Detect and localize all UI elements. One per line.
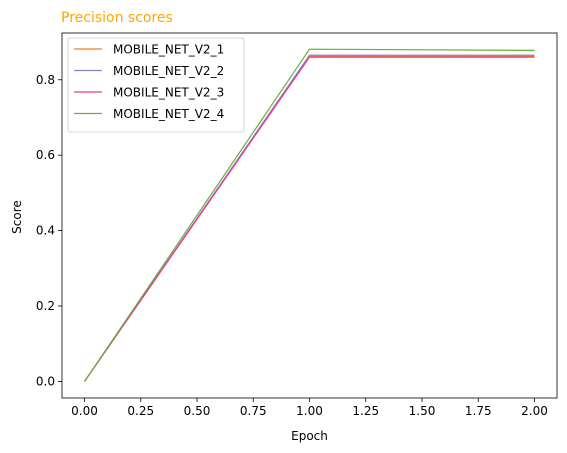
x-tick-label: 2.00 <box>521 404 548 418</box>
legend-label-4: MOBILE_NET_V2_4 <box>113 107 224 121</box>
legend-label-1: MOBILE_NET_V2_1 <box>113 43 224 57</box>
y-tick-label: 0.2 <box>36 299 55 313</box>
legend-label-3: MOBILE_NET_V2_3 <box>113 86 224 100</box>
series-line-4 <box>84 48 535 382</box>
axes: 0.00 0.25 0.50 0.75 1.00 1.25 1.50 1.75 2.00 0.0 0… <box>36 32 558 418</box>
legend-label-2: MOBILE_NET_V2_2 <box>113 64 224 78</box>
series-line-3 <box>84 56 535 382</box>
chart-title: Precision scores <box>61 10 173 26</box>
x-tick-label: 1.00 <box>296 404 323 418</box>
legend-box <box>67 37 245 133</box>
legend: MOBILE_NET_V2_1 MOBILE_NET_V2_2 MOBILE_NET… <box>67 37 245 133</box>
x-tick-label: 0.75 <box>240 404 267 418</box>
plot-area <box>84 48 535 382</box>
x-tick-label: 1.75 <box>465 404 492 418</box>
x-tick-label: 0.25 <box>127 404 154 418</box>
y-axis-label: Score <box>10 200 24 234</box>
x-axis-label: Epoch <box>291 429 328 443</box>
y-tick-label: 0.0 <box>36 374 55 388</box>
x-tick-label: 1.25 <box>352 404 379 418</box>
y-tick-label: 0.4 <box>36 224 55 238</box>
x-tick-label: 1.50 <box>409 404 436 418</box>
y-tick-label: 0.8 <box>36 73 55 87</box>
x-tick-label: 0.50 <box>184 404 211 418</box>
x-tick-label: 0.00 <box>71 404 98 418</box>
y-tick-label: 0.6 <box>36 148 55 162</box>
